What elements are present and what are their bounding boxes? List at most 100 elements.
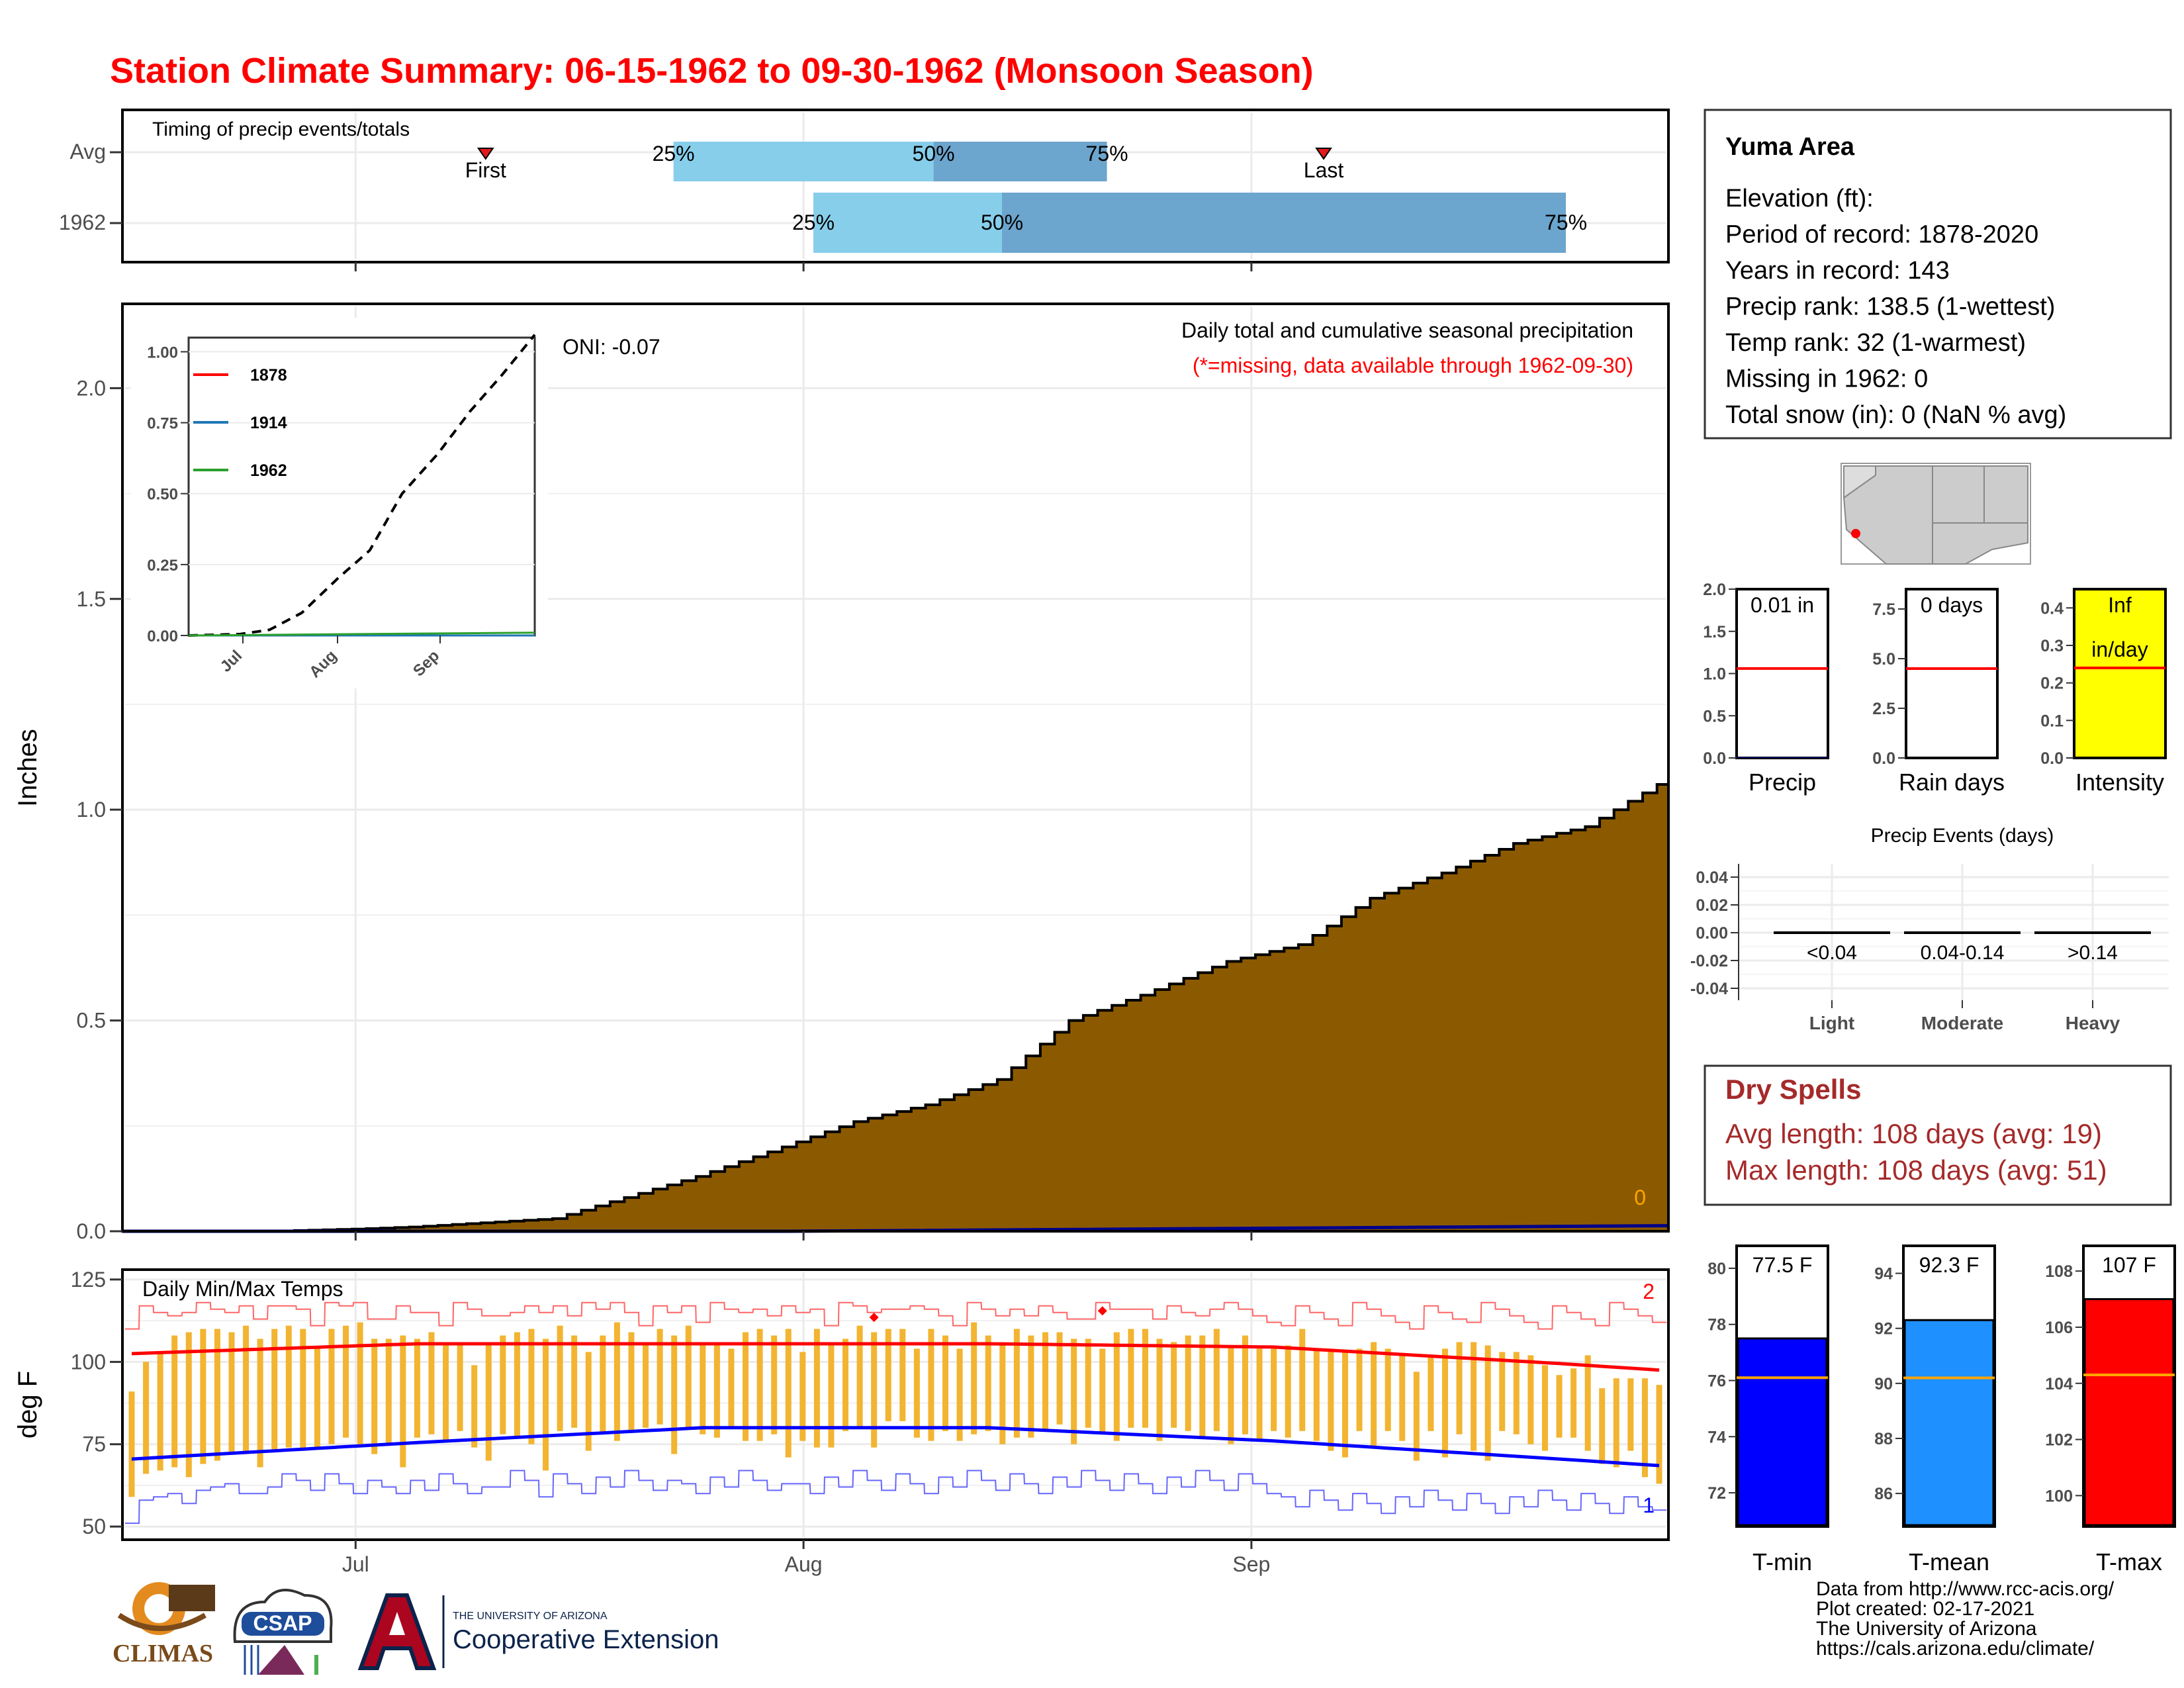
daily-temp-bar [1285,1345,1291,1438]
record-max-line [125,1301,1666,1330]
daily-temp-bar [500,1335,506,1434]
mini-bar-precip: 0.01 in 0.0 0.5 1.0 1.5 2.0 Precip [1703,581,1829,796]
inset-y-tick: 0.75 [147,415,178,433]
daily-temp-bar [371,1338,378,1454]
mini-bar-y-tick: 1.0 [1703,665,1726,684]
daily-temp-bar [1599,1388,1606,1464]
daily-temp-bar [1042,1332,1048,1431]
temp-summary-fill [2083,1298,2175,1526]
daily-temp-bar [856,1325,863,1428]
daily-temp-bar [343,1325,349,1438]
avg-min-line [131,1426,1660,1468]
station-frame [1704,109,2172,440]
climas-logo: CLIMAS [113,1582,215,1667]
mini-bar-y-tick: 0.0 [1703,749,1726,768]
mini-bar-y-tick: 1.5 [1703,623,1726,641]
ua-logo: THE UNIVERSITY OF ARIZONA Cooperative Ex… [357,1593,719,1670]
csap-logo: CSAP [233,1589,333,1675]
daily-temp-bar [828,1345,835,1448]
temp-summary-y-tick: 76 [1707,1372,1726,1391]
last-marker-label: Last [1304,158,1344,182]
temp-chart: 50 75 100 125 Jul Aug Sep Daily Min/Max Temps… [13,1268,1670,1576]
station-info-line: Elevation (ft): [1725,185,1874,212]
y1962-quantile-label: 75% [1545,211,1587,234]
daily-temp-bar [528,1329,535,1444]
daily-temp-bar [585,1352,592,1451]
page-title: Station Climate Summary: 06-15-1962 to 0… [110,51,1314,91]
daily-temp-bar [414,1338,420,1438]
daily-temp-bar [1213,1329,1220,1431]
dry-spells-box: Dry Spells Avg length: 108 days (avg: 19… [1704,1064,2172,1206]
temp-summary-y-tick: 108 [2045,1262,2073,1281]
daily-temp-bar [1242,1335,1248,1434]
daily-temp-bar [1085,1338,1091,1428]
temp-summary-fill [1737,1337,1828,1526]
avg-cumulative-area [122,783,1670,1233]
temp-summary-y-tick: 78 [1707,1316,1726,1335]
temp-summary-value: 77.5 F [1752,1253,1813,1277]
daily-temp-bar [942,1335,948,1431]
temp-summary-label: T-min [1752,1548,1812,1575]
daily-temp-bar [1228,1345,1234,1444]
daily-temp-bar [228,1332,235,1454]
daily-temp-bar [1627,1378,1634,1451]
mini-bar-intensity: Inf in/day 0.0 0.1 0.2 0.3 0.4 Intensity [2040,588,2167,796]
logo-strip: CLIMAS CSAP THE UNIVERSITY OF ARIZONA Co… [106,1575,768,1681]
inset-frame [187,336,536,637]
avg-quantile-label: 75% [1086,142,1128,165]
daily-temp-bar [1484,1345,1491,1461]
event-category-label: Light [1809,1013,1854,1033]
daily-temp-bar [614,1322,620,1441]
record-max-marker [869,1313,879,1323]
daily-temp-bar [1456,1342,1463,1434]
station-info-line: Precip rank: 138.5 (1-wettest) [1725,293,2055,321]
daily-temp-bar [885,1329,891,1421]
y1962-quantile-label: 50% [981,211,1023,234]
daily-temp-bar [471,1365,478,1448]
daily-temp-bar [1385,1348,1391,1431]
daily-temp-bar [571,1335,578,1428]
temp-summary-y-tick: 90 [1874,1375,1893,1393]
temp-y-tick: 100 [71,1350,106,1374]
mini-bar-y-tick: 0.2 [2040,675,2064,693]
mini-bar-frame [1735,588,1829,759]
temp-summary-y-tick: 106 [2045,1319,2073,1337]
daily-temp-bar [628,1332,635,1431]
daily-temp-bar [700,1342,706,1434]
daily-temp-bar [128,1391,135,1497]
daily-temp-bar [157,1352,163,1471]
temp-summary-label: T-mean [1909,1548,1989,1575]
precip-y-label: Inches [13,729,42,807]
avg-q50-q75-bar [933,142,1107,181]
station-name: Yuma Area [1725,133,1855,161]
logo-graphics: CLIMAS CSAP THE UNIVERSITY OF ARIZONA Co… [113,1582,719,1675]
temp-summary-t-max: 107 F 100 102 104 106 108 T-max [2045,1244,2176,1575]
y1962-quantile-label: 25% [792,211,835,234]
daily-temp-bar [1113,1332,1120,1441]
mini-bar-frame [1905,588,1999,759]
daily-temp-bar [357,1322,363,1444]
oni-label: ONI: -0.07 [563,335,660,359]
mini-bar-y-tick: 7.5 [1872,600,1895,619]
avg-q25-q50-bar [673,142,934,181]
inset-y-tick: 0.00 [147,628,178,645]
timing-row-1962: 1962 [59,211,106,234]
daily-temp-bar [1356,1348,1363,1431]
ua-line1: THE UNIVERSITY OF ARIZONA [453,1611,608,1622]
daily-temp-bar [1513,1352,1520,1434]
daily-temp-bar [400,1335,406,1468]
daily-temp-bar [1271,1348,1277,1431]
daily-temp-bar [1071,1338,1077,1444]
temp-y-label: deg F [13,1371,42,1438]
mini-bar-y-tick: 2.5 [1872,700,1895,718]
daily-temp-bar [185,1332,192,1477]
daily-temp-bar [713,1345,720,1438]
first-marker-label: First [465,158,506,182]
mini-bar-y-tick: 0.4 [2040,599,2064,618]
precip-chart-frame [121,303,1670,1233]
daily-temp-bar [657,1329,663,1425]
y1962-q50-q75-bar [1002,193,1566,253]
temp-summary-y-tick: 72 [1707,1484,1726,1503]
daily-temp-bar [728,1348,735,1428]
record-max-marker [1097,1306,1107,1316]
